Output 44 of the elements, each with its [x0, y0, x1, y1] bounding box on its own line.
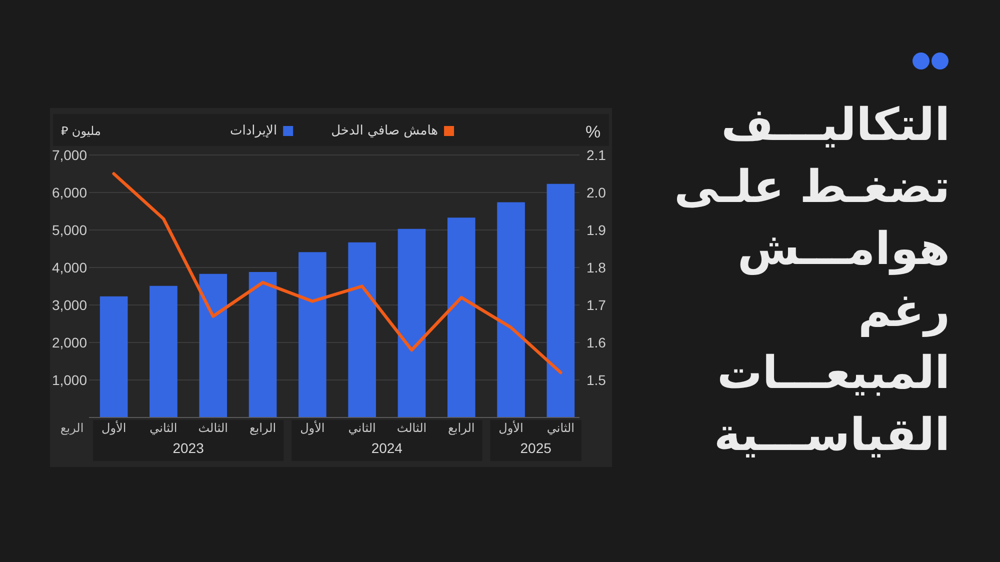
y2-tick-label: 1.5	[586, 372, 606, 388]
bar	[199, 274, 228, 418]
x-tick-label: الرابع	[448, 421, 475, 435]
x-tick-label: الثاني	[546, 421, 574, 435]
bar	[100, 296, 128, 418]
y2-tick-label: 2.1	[586, 147, 606, 163]
y-tick-label: 2,000	[52, 334, 88, 350]
y-tick-label: 7,000	[52, 147, 88, 163]
x-tick-label: الأول	[300, 420, 325, 435]
y-tick-label: 1,000	[52, 372, 88, 388]
y-tick-label: 6,000	[52, 184, 88, 200]
bar	[497, 202, 525, 418]
y-tick-label: 3,000	[52, 297, 88, 313]
y2-axis-title: %	[585, 122, 601, 142]
bar	[150, 286, 178, 418]
bar	[447, 218, 476, 418]
x-axis-title: الربع	[60, 421, 84, 435]
legend-label: هامش صافي الدخل	[331, 124, 438, 138]
y2-tick-label: 1.7	[586, 297, 606, 313]
x-tick-label: الأول	[498, 420, 524, 435]
bar	[248, 272, 277, 418]
bar	[298, 252, 326, 418]
text: التكاليـــف تضغـط علـى هوامـــش رغم المبيعـــات القياســـية	[673, 97, 950, 463]
y-tick-label: 4,000	[52, 260, 88, 276]
line-series	[112, 172, 562, 374]
x-tick-label: الثالث	[396, 421, 427, 435]
y2-tick-label: 2.0	[586, 184, 606, 200]
bar	[546, 184, 575, 418]
x-tick-label: الثاني	[150, 421, 178, 435]
x-tick-label: الأول	[101, 420, 126, 435]
text: 2023	[172, 440, 204, 456]
y2-tick-label: 1.9	[586, 222, 606, 238]
text: 2025	[520, 440, 552, 456]
x-tick-label: الثاني	[348, 421, 376, 435]
bar	[348, 242, 376, 418]
text: 2024	[371, 440, 403, 456]
x-tick-label: الرابع	[249, 421, 276, 435]
y-tick-label: 5,000	[52, 222, 88, 238]
y2-tick-label: 1.6	[586, 334, 606, 350]
x-tick-label: الثالث	[198, 421, 228, 435]
y-axis-title: مليون ⃁	[61, 124, 101, 138]
legend-label: الإيرادات	[230, 124, 278, 138]
bar	[398, 228, 426, 418]
y2-tick-label: 1.8	[586, 260, 606, 276]
